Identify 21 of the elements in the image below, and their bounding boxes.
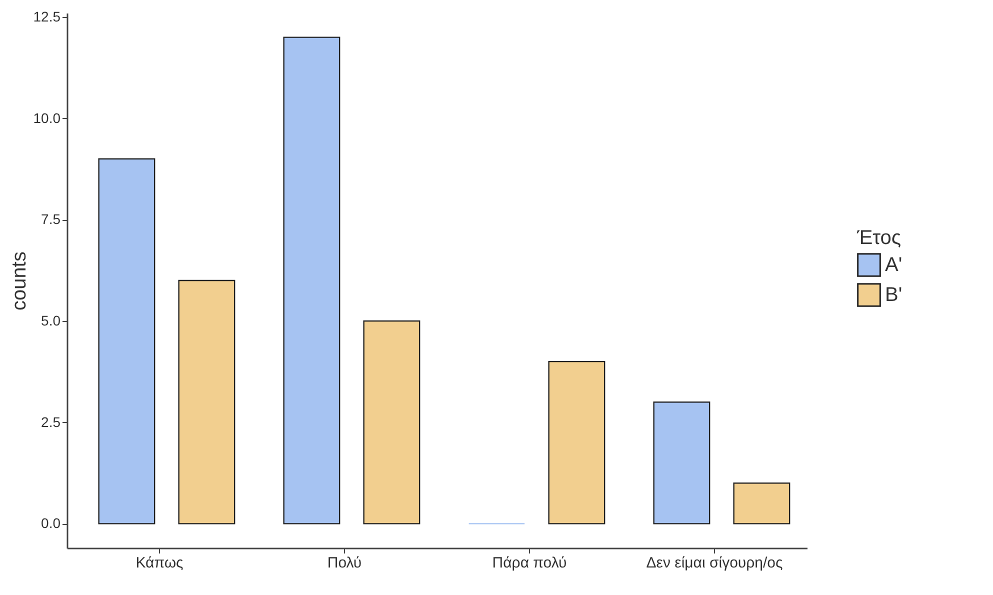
bar (98, 158, 156, 524)
bar (178, 280, 236, 524)
legend-label: A' (885, 254, 902, 276)
y-tick-label: 0.0 (41, 515, 61, 532)
x-tick-label: Κάπως (136, 554, 184, 572)
x-tick-label: Πάρα πολύ (492, 554, 567, 572)
bar (548, 360, 606, 524)
x-tick-label: Πολύ (327, 554, 362, 572)
y-tick-label: 7.5 (41, 211, 61, 228)
legend-label: B' (885, 284, 902, 306)
bar (283, 36, 340, 524)
y-tick-label: 2.5 (41, 414, 61, 430)
y-tick-label: 12.5 (33, 8, 61, 25)
y-tick-label: 5.0 (41, 312, 61, 329)
y-axis-title: counts (8, 252, 30, 310)
bar (363, 320, 420, 524)
legend-title: Έτος (856, 227, 902, 249)
bar (733, 482, 790, 524)
bar (653, 401, 710, 524)
y-tick-label: 10.0 (33, 110, 61, 126)
x-tick-label: Δεν είμαι σίγουρη/ος (646, 554, 783, 572)
